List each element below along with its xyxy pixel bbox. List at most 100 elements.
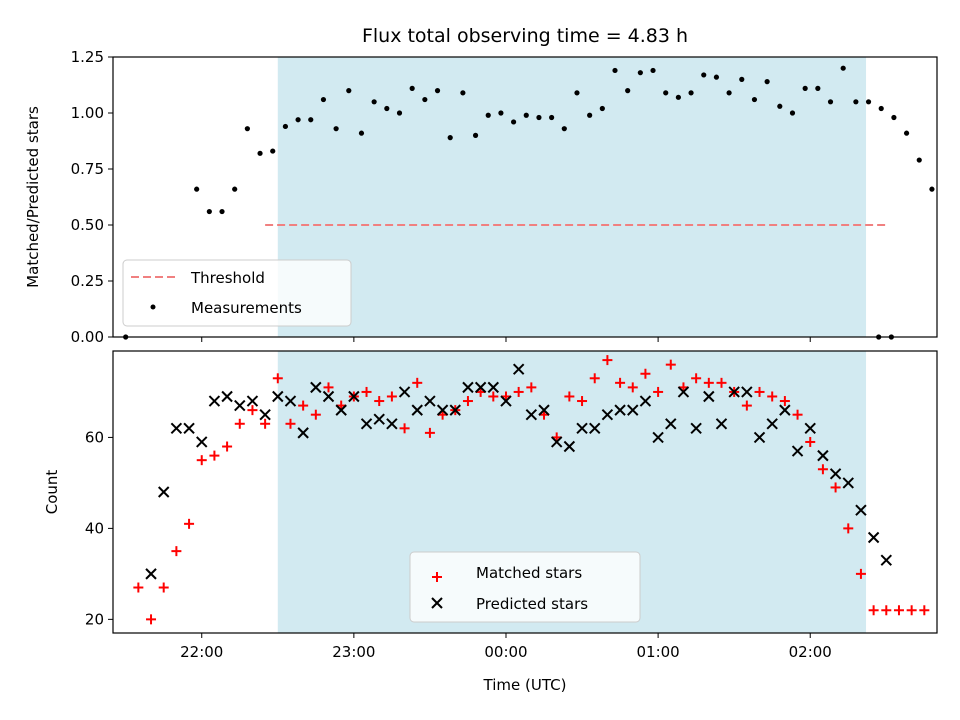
predicted-star-point [310, 381, 322, 394]
matched-star-point [615, 377, 626, 388]
predicted-star-point [360, 418, 373, 430]
matched-star-point [665, 359, 676, 370]
predicted-star-point [525, 408, 538, 421]
matched-star-point [412, 377, 423, 388]
matched-star-point [602, 355, 613, 366]
measurement-point [510, 119, 517, 125]
measurement-point [777, 103, 783, 109]
predicted-star-point [183, 422, 195, 435]
measurement-point [599, 105, 605, 112]
measurement-point [561, 126, 567, 132]
matched-star-point [564, 391, 575, 402]
matched-star-point [133, 582, 144, 593]
measurement-point [472, 132, 479, 138]
matched-star-point [881, 605, 892, 616]
measurement-point [701, 72, 707, 78]
measurement-point [270, 148, 276, 154]
legend-measurements-swatch [150, 304, 156, 310]
measurement-point [726, 90, 732, 96]
matched-star-point [323, 382, 334, 393]
bottom-xtick-label: 22:00 [180, 643, 223, 661]
measurement-point [764, 79, 770, 85]
measurement-point [650, 67, 656, 74]
matched-star-point [272, 373, 283, 384]
predicted-star-point [589, 422, 601, 435]
matched-star-point [222, 441, 233, 452]
measurement-point [447, 135, 453, 141]
matched-star-point [260, 418, 271, 429]
predicted-star-point [208, 395, 221, 407]
predicted-star-point [741, 386, 753, 398]
measurement-point [295, 117, 301, 123]
bottom-xtick-label: 02:00 [789, 643, 832, 661]
matched-star-point [779, 396, 790, 407]
matched-star-point [640, 368, 651, 379]
measurement-point [308, 117, 314, 123]
matched-star-point [589, 373, 600, 384]
predicted-star-point [538, 404, 550, 416]
measurement-point [498, 110, 504, 116]
bottom-legend: Matched stars Predicted stars [409, 551, 641, 623]
measurement-point [219, 208, 225, 215]
matched-star-point [817, 464, 828, 475]
measurement-point [929, 186, 935, 192]
matched-star-point [374, 396, 385, 407]
top-legend-box [122, 259, 352, 327]
matched-star-point [792, 409, 803, 420]
matched-star-point [361, 386, 372, 397]
measurement-point [587, 112, 593, 118]
measurement-point [485, 112, 491, 118]
measurement-point [409, 85, 415, 91]
measurement-point [358, 130, 365, 136]
predicted-star-point [677, 386, 690, 398]
top-axes-frame [112, 56, 938, 338]
predicted-star-point [867, 531, 880, 544]
measurement-point [574, 90, 580, 96]
top-ylabel: Matched/Predicted stars [24, 106, 42, 288]
bottom-xtick-label: 23:00 [332, 643, 375, 661]
measurement-point [206, 208, 212, 215]
measurement-point [675, 94, 681, 100]
bottom-ylabel: Count [43, 470, 61, 515]
matched-star-point [234, 418, 245, 429]
predicted-star-point [829, 468, 842, 480]
legend-matched-label: Matched stars [476, 564, 582, 582]
measurement-point [637, 70, 643, 76]
measurement-point [536, 114, 542, 121]
matched-star-point [754, 386, 765, 397]
bottom-ytick-label: 40 [85, 519, 104, 537]
measurement-point [371, 99, 377, 105]
predicted-star-point [550, 436, 563, 448]
measurement-point [460, 90, 466, 96]
top-ytick-label: 0.00 [71, 328, 104, 346]
predicted-star-point [386, 418, 398, 430]
predicted-star-point [398, 386, 411, 398]
matched-star-point [805, 436, 816, 447]
matched-star-point [171, 546, 182, 557]
bottom-legend-box [409, 551, 641, 623]
matched-star-point [577, 396, 588, 407]
matched-star-point [209, 450, 220, 461]
measurement-point [802, 85, 808, 91]
top-ytick-label: 0.75 [71, 160, 104, 178]
matched-star-point [184, 518, 195, 529]
top-xticks [201, 337, 811, 342]
measurement-point [789, 110, 796, 116]
matched-star-point [196, 455, 207, 466]
measurement-point [815, 85, 821, 91]
predicted-star-point [373, 413, 385, 425]
bottom-ytick-label: 60 [85, 428, 104, 446]
matched-star-point [526, 382, 537, 393]
measurement-point [232, 186, 238, 192]
predicted-star-point [512, 363, 525, 375]
predicted-star-point [804, 422, 816, 435]
predicted-star-point [436, 404, 449, 416]
matched-star-point [830, 482, 841, 493]
predicted-star-point [348, 390, 360, 403]
measurement-point [878, 105, 884, 112]
measurement-point [549, 114, 555, 121]
measurement-point [625, 88, 631, 94]
matched-star-point [691, 373, 702, 384]
matched-star-point [855, 568, 866, 579]
matched-star-point [146, 614, 157, 625]
